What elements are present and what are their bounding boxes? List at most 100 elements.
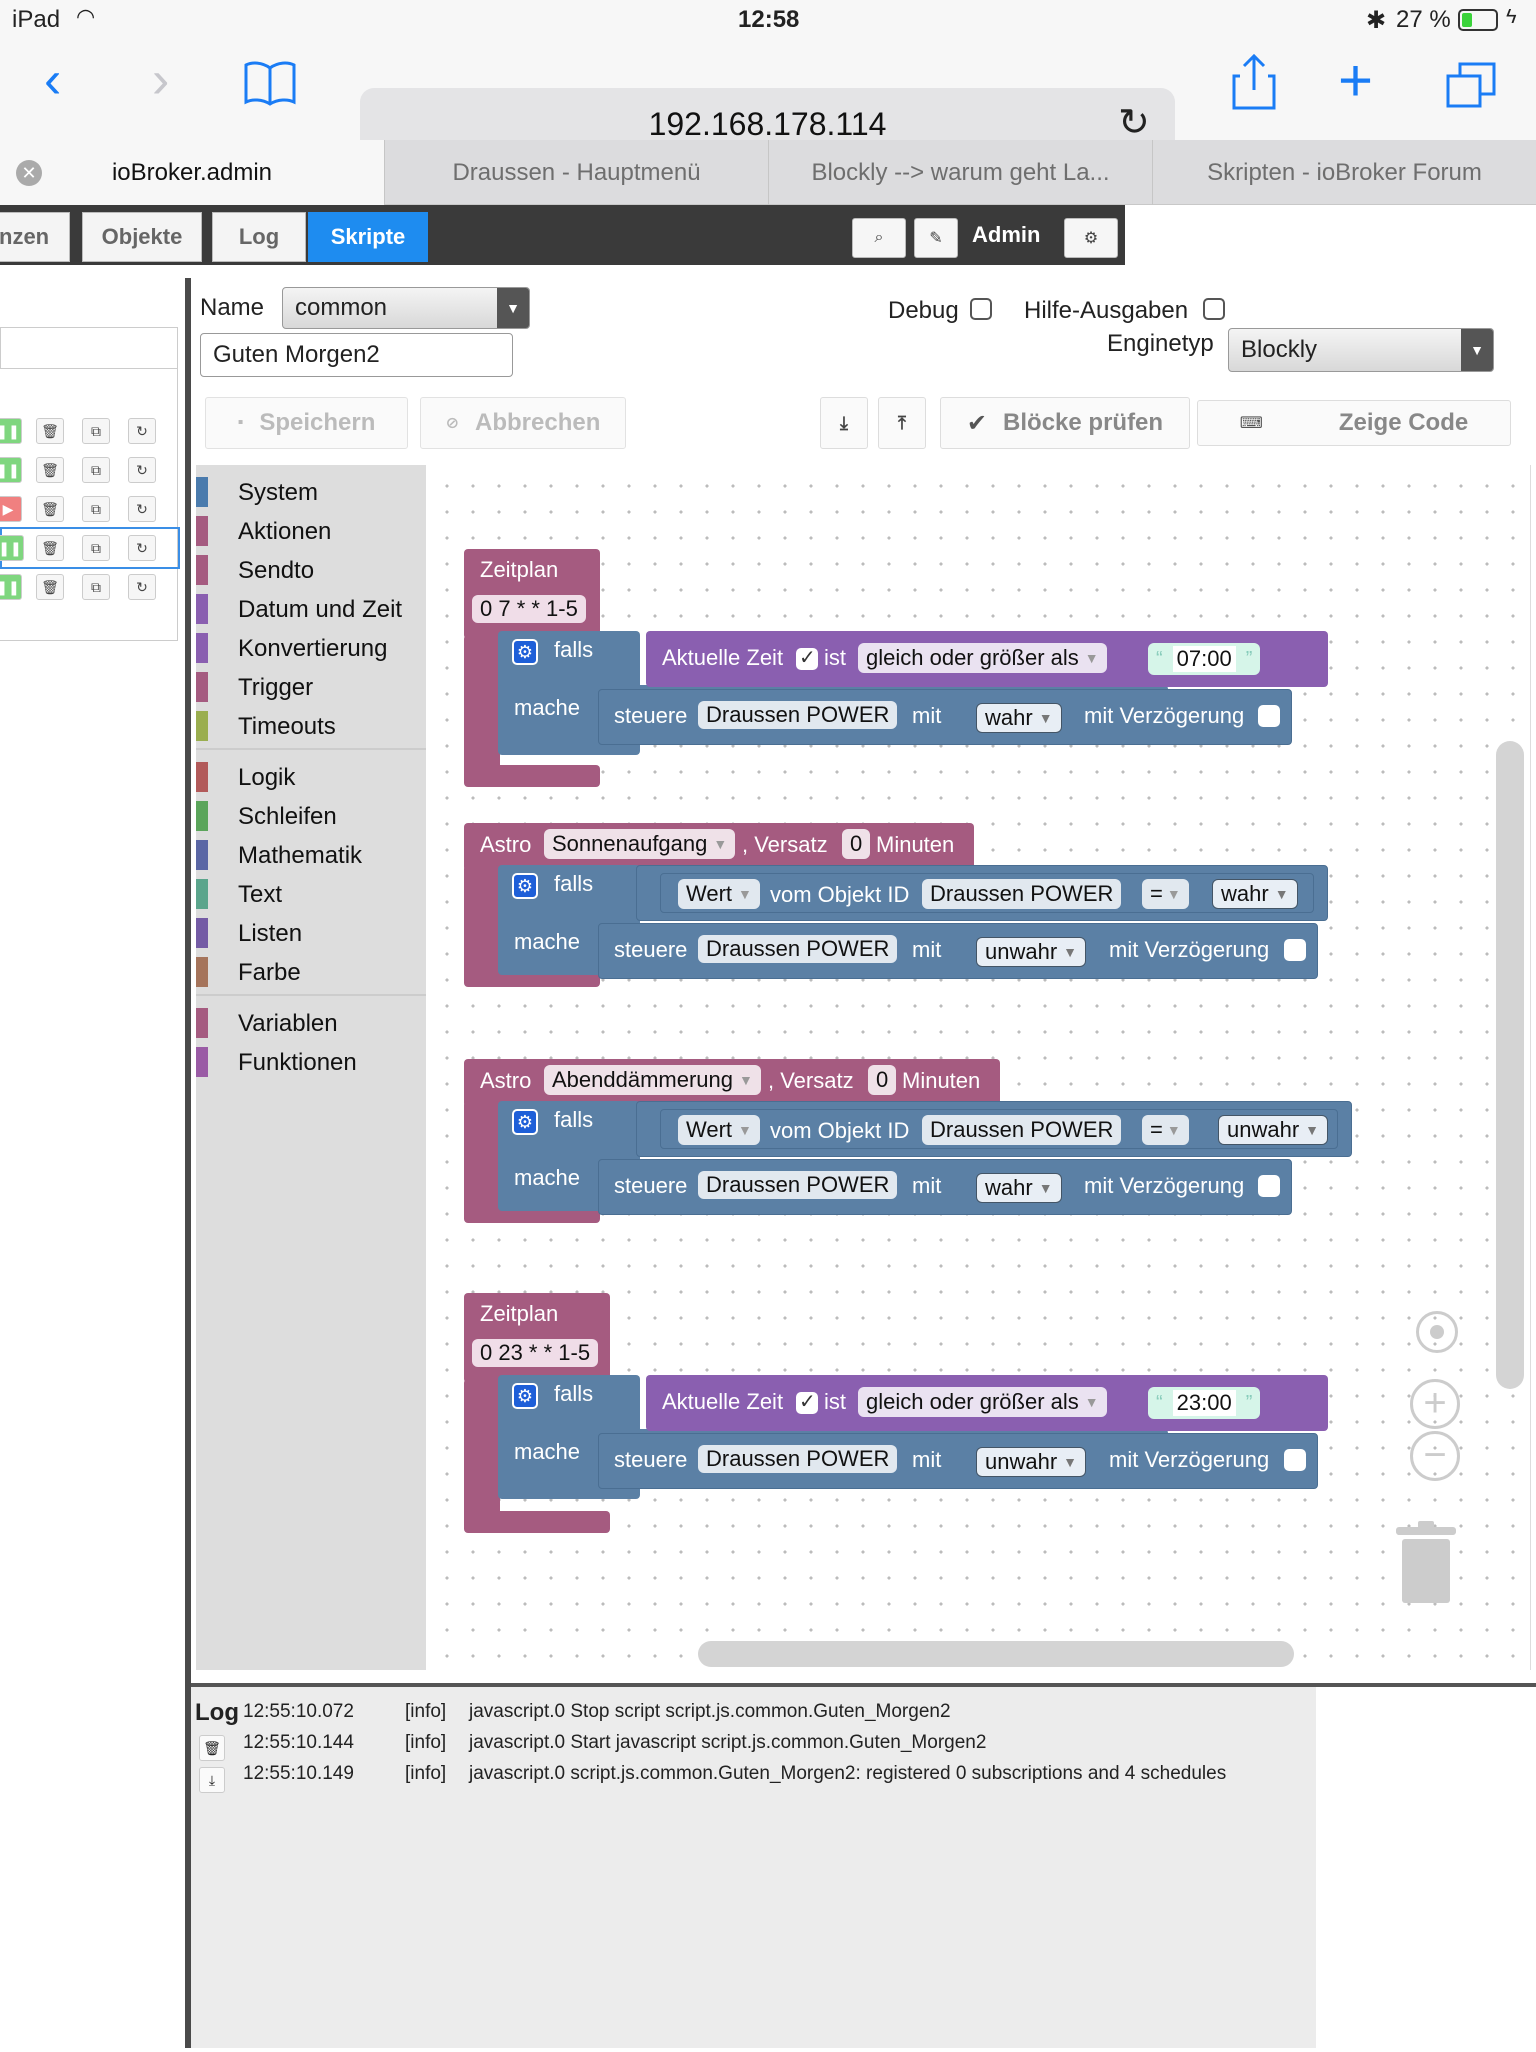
copy-icon[interactable]: ⧉: [82, 457, 110, 483]
trash-icon[interactable]: [1394, 1519, 1458, 1607]
script-name-input[interactable]: Guten Morgen2: [200, 333, 513, 377]
astro-event-dropdown[interactable]: Abenddämmerung ▼: [544, 1065, 761, 1095]
astro-event-dropdown[interactable]: Sonnenaufgang ▼: [544, 829, 736, 859]
restart-icon[interactable]: ↻: [128, 418, 156, 444]
trash-icon[interactable]: 🗑: [36, 418, 64, 444]
compare-value-dropdown[interactable]: unwahr ▼: [1218, 1115, 1329, 1145]
browser-tab-forum[interactable]: Skripten - ioBroker Forum: [1152, 140, 1536, 205]
zoom-out-icon[interactable]: −: [1410, 1431, 1460, 1481]
restart-icon[interactable]: ↻: [128, 574, 156, 600]
value-type-dropdown[interactable]: Wert ▼: [678, 1115, 760, 1145]
toolbox-category-timeouts[interactable]: Timeouts: [196, 707, 426, 745]
cron-field[interactable]: 0 7 * * 1-5: [472, 595, 586, 623]
reload-icon[interactable]: ↻: [1118, 102, 1150, 144]
search-button[interactable]: ⌕: [852, 218, 906, 258]
blockly-workspace[interactable]: Zeitplan 0 7 * * 1-5 ⚙ falls mache Aktue…: [426, 465, 1531, 1670]
list-item-selected[interactable]: ❚❚ 🗑 ⧉ ↻: [0, 527, 180, 569]
back-icon[interactable]: ‹: [44, 51, 62, 109]
restart-icon[interactable]: ↻: [128, 496, 156, 522]
compare-value-dropdown[interactable]: wahr ▼: [1212, 879, 1298, 909]
offset-field[interactable]: 0: [842, 829, 871, 859]
filter-input[interactable]: [0, 327, 178, 369]
browser-tab-iobroker[interactable]: ✕ ioBroker.admin: [0, 140, 384, 205]
value-type-dropdown[interactable]: Wert ▼: [678, 879, 760, 909]
trash-icon[interactable]: 🗑: [36, 535, 64, 561]
toolbox-category-logik[interactable]: Logik: [196, 758, 426, 796]
folder-select[interactable]: common ▼: [282, 287, 530, 329]
toolbox-category-system[interactable]: System: [196, 473, 426, 511]
vertical-scrollbar[interactable]: [1496, 741, 1524, 1389]
save-button[interactable]: ▪ Speichern: [205, 397, 408, 449]
offset-field[interactable]: 0: [868, 1065, 897, 1095]
new-tab-icon[interactable]: +: [1338, 47, 1374, 114]
trash-icon[interactable]: 🗑: [36, 496, 64, 522]
panel-divider[interactable]: [185, 278, 191, 2048]
cancel-button[interactable]: ⊘ Abbrechen: [420, 397, 626, 449]
value-dropdown[interactable]: unwahr ▼: [976, 937, 1087, 967]
hilfe-checkbox[interactable]: [1203, 298, 1225, 320]
value-dropdown[interactable]: unwahr ▼: [976, 1447, 1087, 1477]
list-item[interactable]: ❚❚ 🗑 ⧉ ↻: [0, 568, 180, 606]
browser-tab-draussen[interactable]: Draussen - Hauptmenü: [384, 140, 768, 205]
tab-log[interactable]: Log: [212, 212, 306, 262]
compare-op-dropdown[interactable]: = ▼: [1142, 879, 1189, 909]
play-icon[interactable]: ▶: [0, 496, 22, 522]
time-string-field[interactable]: “ 23:00 ”: [1148, 1387, 1261, 1419]
operator-dropdown[interactable]: gleich oder größer als ▼: [858, 1387, 1107, 1417]
pause-icon[interactable]: ❚❚: [0, 457, 22, 483]
debug-checkbox[interactable]: [970, 298, 992, 320]
toolbox-category-mathematik[interactable]: Mathematik: [196, 836, 426, 874]
export-button[interactable]: ⤓: [820, 397, 868, 449]
toolbox-category-sendto[interactable]: Sendto: [196, 551, 426, 589]
close-tab-icon[interactable]: ✕: [16, 160, 42, 186]
delay-checkbox[interactable]: [1284, 939, 1306, 961]
horizontal-scrollbar[interactable]: [698, 1641, 1294, 1667]
edit-button[interactable]: ✎: [914, 218, 958, 258]
cron-field[interactable]: 0 23 * * 1-5: [472, 1339, 599, 1367]
value-dropdown[interactable]: wahr ▼: [976, 1173, 1062, 1203]
gear-icon[interactable]: ⚙: [512, 1109, 538, 1135]
delay-checkbox[interactable]: [1258, 705, 1280, 727]
clear-log-icon[interactable]: 🗑: [199, 1735, 225, 1761]
settings-button[interactable]: ⚙: [1064, 218, 1118, 258]
list-item[interactable]: ▶ 🗑 ⧉ ↻: [0, 490, 180, 528]
toolbox-category-trigger[interactable]: Trigger: [196, 668, 426, 706]
gear-icon[interactable]: ⚙: [512, 1383, 538, 1409]
toolbox-category-listen[interactable]: Listen: [196, 914, 426, 952]
restart-icon[interactable]: ↻: [128, 535, 156, 561]
object-id-field[interactable]: Draussen POWER: [698, 935, 898, 963]
toolbox-category-farbe[interactable]: Farbe: [196, 953, 426, 991]
copy-icon[interactable]: ⧉: [82, 418, 110, 444]
user-label[interactable]: Admin: [972, 222, 1041, 247]
object-id-field[interactable]: Draussen POWER: [922, 1115, 1122, 1145]
toolbox-category-datum-und-zeit[interactable]: Datum und Zeit: [196, 590, 426, 628]
tab-objects[interactable]: Objekte: [82, 212, 202, 262]
value-dropdown[interactable]: wahr ▼: [976, 703, 1062, 733]
toolbox-category-schleifen[interactable]: Schleifen: [196, 797, 426, 835]
pause-icon[interactable]: ❚❚: [0, 574, 22, 600]
browser-tab-blockly[interactable]: Blockly --> warum geht La...: [768, 140, 1152, 205]
copy-icon[interactable]: ⧉: [82, 574, 110, 600]
list-item[interactable]: ❚❚ 🗑 ⧉ ↻: [0, 451, 180, 489]
forward-icon[interactable]: ›: [152, 51, 170, 109]
tab-instances[interactable]: nzen: [0, 212, 70, 262]
zoom-in-icon[interactable]: +: [1410, 1379, 1460, 1429]
toolbox-category-text[interactable]: Text: [196, 875, 426, 913]
copy-icon[interactable]: ⧉: [82, 496, 110, 522]
object-id-field[interactable]: Draussen POWER: [698, 1171, 898, 1199]
copy-icon[interactable]: ⧉: [82, 535, 110, 561]
delay-checkbox[interactable]: [1284, 1449, 1306, 1471]
trash-icon[interactable]: 🗑: [36, 457, 64, 483]
toolbox-category-funktionen[interactable]: Funktionen: [196, 1043, 426, 1081]
tabs-overview-icon[interactable]: [1446, 62, 1496, 108]
block-hat[interactable]: [464, 549, 600, 639]
toolbox-category-variablen[interactable]: Variablen: [196, 1004, 426, 1042]
time-string-field[interactable]: “ 07:00 ”: [1148, 643, 1261, 675]
delay-checkbox[interactable]: [1258, 1175, 1280, 1197]
gear-icon[interactable]: ⚙: [512, 873, 538, 899]
condition-checkbox[interactable]: [796, 1389, 818, 1414]
check-blocks-button[interactable]: ✔ Blöcke prüfen: [940, 397, 1190, 449]
engine-select[interactable]: Blockly ▼: [1228, 328, 1494, 372]
tab-scripts[interactable]: Skripte: [308, 212, 428, 262]
pause-icon[interactable]: ❚❚: [0, 535, 24, 561]
